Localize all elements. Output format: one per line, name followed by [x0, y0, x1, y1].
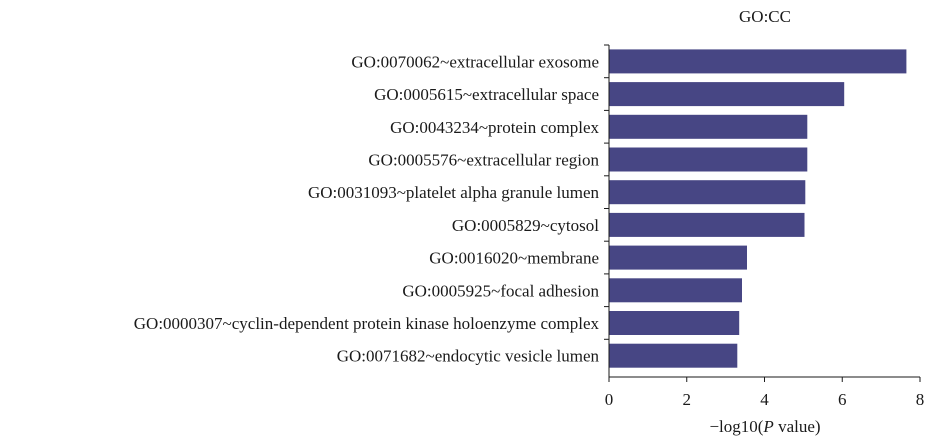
bar	[609, 49, 907, 74]
category-label: GO:0005925~focal adhesion	[402, 281, 599, 300]
category-label: GO:0005829~cytosol	[452, 216, 599, 235]
bar	[609, 311, 740, 335]
x-tick-label: 6	[838, 390, 847, 409]
x-axis-label: −log10(P value)	[709, 417, 820, 436]
category-label: GO:0071682~endocytic vesicle lumen	[337, 347, 600, 366]
x-tick-label: 2	[683, 390, 692, 409]
bar	[609, 82, 845, 107]
bar	[609, 180, 806, 205]
bar	[609, 343, 738, 368]
category-label: GO:0005576~extracellular region	[368, 151, 599, 170]
x-axis-label-suffix: value)	[774, 417, 821, 436]
bars-layer	[609, 49, 907, 368]
category-label: GO:0000307~cyclin-dependent protein kina…	[134, 314, 600, 333]
bar	[609, 147, 808, 172]
bar	[609, 212, 805, 237]
x-axis-label-italic: P	[762, 417, 773, 436]
category-label: GO:0005615~extracellular space	[374, 85, 599, 104]
category-label: GO:0016020~membrane	[429, 249, 599, 268]
x-tick-label: 4	[760, 390, 769, 409]
x-tick-label: 0	[605, 390, 614, 409]
bar	[609, 245, 747, 270]
category-label: GO:0070062~extracellular exosome	[351, 52, 599, 71]
chart-title: GO:CC	[739, 7, 791, 26]
x-axis: 0 2 4 6 8	[604, 44, 925, 409]
category-label: GO:0043234~protein complex	[390, 118, 599, 137]
category-labels: GO:0070062~extracellular exosome GO:00056…	[134, 52, 600, 365]
bar	[609, 114, 808, 139]
bar	[609, 278, 742, 303]
x-tick-label: 8	[916, 390, 925, 409]
category-label: GO:0031093~platelet alpha granule lumen	[308, 183, 600, 202]
x-axis-label-prefix: −log10(	[709, 417, 763, 436]
